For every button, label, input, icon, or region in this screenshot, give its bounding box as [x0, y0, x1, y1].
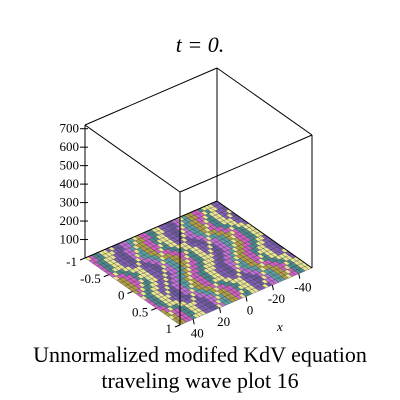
box-edge: [179, 134, 313, 193]
caption-line-1: Unnormalized modifed KdV equation: [33, 342, 367, 367]
x-tick-label: 0: [247, 303, 254, 318]
caption-line-2: traveling wave plot 16: [101, 368, 299, 393]
box-edge: [216, 67, 313, 136]
x-tick-label: -40: [294, 280, 311, 295]
x-tick-label: -20: [268, 291, 285, 306]
y-tick-mark: [174, 324, 181, 328]
x-tick-mark: [271, 285, 274, 291]
box-edge: [216, 200, 313, 269]
z-axis: 100 200 300 400 500 600 700: [60, 121, 88, 247]
y-tick-label: -1: [66, 254, 77, 269]
x-tick-label: 20: [217, 314, 230, 329]
box-edge: [84, 124, 181, 193]
z-tick-label: 400: [60, 176, 80, 191]
z-tick-label: 700: [60, 121, 80, 136]
chart-title: t = 0.: [176, 32, 224, 57]
y-tick-mark: [151, 307, 157, 311]
y-tick-mark: [103, 274, 109, 278]
x-tick-mark: [219, 307, 222, 313]
z-tick-label: 100: [60, 232, 80, 247]
x-axis: 40 20 0 -20 -40: [191, 273, 311, 340]
x-tick-mark: [245, 296, 248, 302]
box-edge: [84, 200, 218, 259]
z-tick-label: 600: [60, 139, 80, 154]
y-tick-label: -0.5: [80, 271, 101, 286]
x-tick-label: 40: [191, 325, 204, 340]
z-tick-label: 200: [60, 213, 80, 228]
z-tick-label: 500: [60, 158, 80, 173]
x-axis-label: x: [276, 319, 283, 334]
x-tick-mark: [298, 273, 301, 279]
bounding-box: [84, 67, 313, 325]
surface-mesh: [84, 200, 313, 326]
y-tick-mark: [79, 257, 86, 261]
box-edge: [84, 67, 218, 126]
z-tick-label: 300: [60, 195, 80, 210]
y-tick-mark: [127, 291, 133, 294]
y-tick-label: 0.5: [132, 304, 148, 319]
y-tick-label: 0: [118, 288, 125, 303]
y-axis: -1-0.5 0 0.5 1: [66, 254, 181, 336]
y-tick-label: 1: [166, 321, 173, 336]
x-tick-mark: [192, 319, 195, 325]
